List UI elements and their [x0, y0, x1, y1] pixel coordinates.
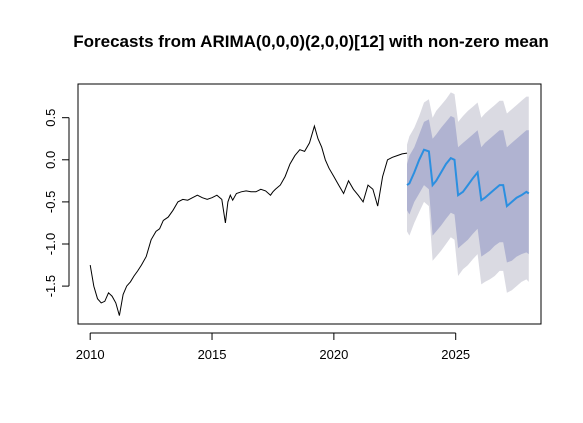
history-series-line — [89, 124, 408, 316]
y-tick-label: -0.5 — [43, 191, 58, 213]
y-tick-label: 0.5 — [43, 109, 58, 127]
x-axis: 2010 2015 2020 2025 — [76, 332, 470, 362]
x-tick-label: 2010 — [76, 347, 105, 362]
plot-frame — [77, 83, 542, 325]
forecast-mean-line — [406, 148, 530, 209]
y-axis: -1.5 -1.0 -0.5 0.0 0.5 — [43, 109, 70, 297]
y-tick-label: 0.0 — [43, 151, 58, 169]
band-80-area — [407, 116, 529, 263]
y-tick-label: -1.0 — [43, 233, 58, 255]
x-tick-label: 2015 — [198, 347, 227, 362]
x-tick-label: 2020 — [319, 347, 348, 362]
prediction-interval-80-band — [407, 116, 529, 263]
forecast-line-path — [406, 148, 530, 209]
x-tick-label: 2025 — [441, 347, 470, 362]
chart-title: Forecasts from ARIMA(0,0,0)(2,0,0)[12] w… — [73, 32, 548, 51]
history-line-path — [89, 124, 408, 316]
y-tick-label: -1.5 — [43, 275, 58, 297]
